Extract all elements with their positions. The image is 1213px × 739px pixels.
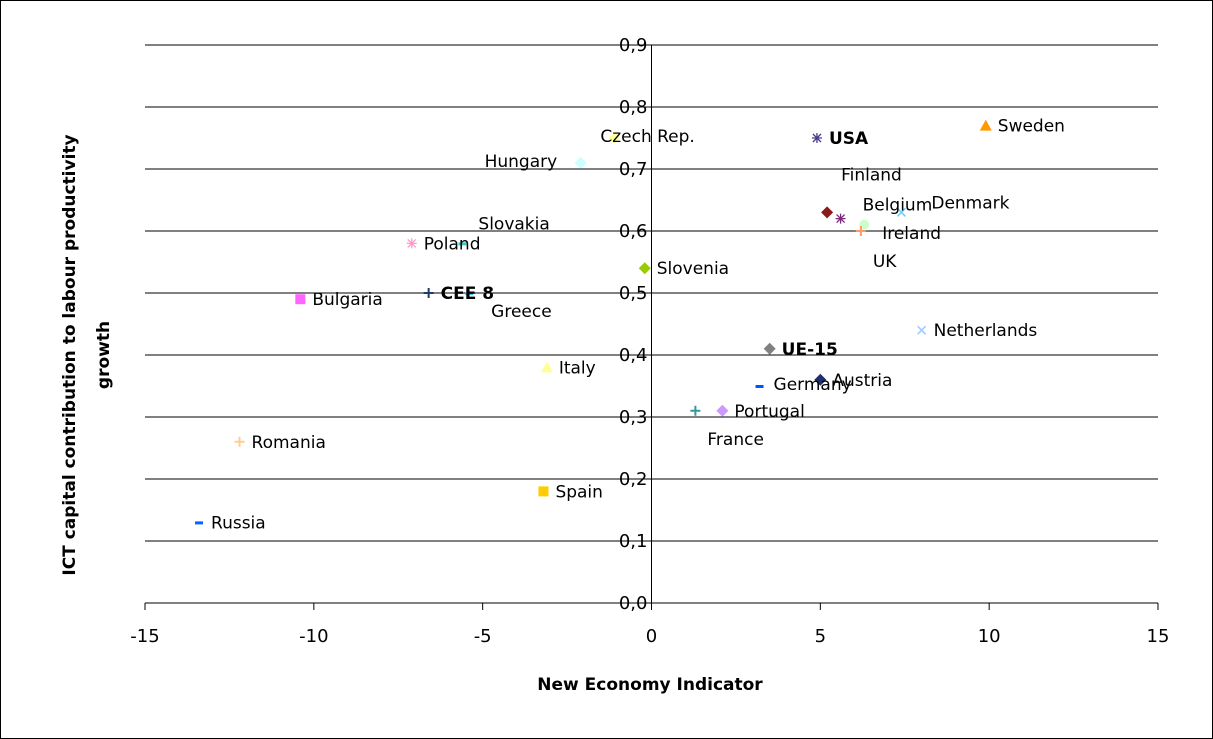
point-germany-label: Germany [774,375,852,395]
x-tick-label: -15 [130,626,159,647]
point-romania-marker [234,436,245,447]
point-czech-rep-label: Czech Rep. [600,127,694,147]
point-denmark-label: Denmark [931,193,1009,213]
point-hungary-marker [574,156,587,169]
x-tick-label: -10 [299,626,328,647]
y-tick-labels: 0,0 0,1 0,2 0,3 0,4 0,5 0,6 0,7 0,8 0,9 [619,35,652,614]
point-poland-label: Poland [424,234,481,254]
point-bulgaria-marker [295,294,306,305]
point-greece-label: Greece [491,302,552,322]
point-italy-label: Italy [559,358,596,378]
point-bulgaria-label: Bulgaria [312,290,383,310]
x-axis-title: New Economy Indicator [537,675,763,695]
y-axis-title-line-2: growth [94,321,114,389]
point-italy-marker [540,361,553,373]
point-slovenia-marker [638,262,651,275]
point-france-label: France [707,430,764,450]
y-tick-label: 0,7 [619,159,648,180]
x-tick-labels: -15 -10 -5 0 5 10 15 [130,603,1169,647]
point-ue-15-marker [763,342,776,355]
y-tick-label: 0,4 [619,345,648,366]
point-sweden-label: Sweden [998,117,1065,137]
data-labels: Sweden USA Hungary Czech Rep. Finland Belgium… [211,117,1065,534]
point-uk-marker [855,226,866,236]
point-spain-label: Spain [555,482,603,502]
point-netherlands-marker [917,325,927,335]
y-tick-label: 0,1 [619,531,648,552]
y-tick-label: 0,9 [619,35,648,56]
point-cee-8-label: CEE 8 [441,284,494,304]
y-tick-label: 0,6 [619,221,648,242]
point-belgium-marker [835,213,846,224]
point-portugal-marker [716,404,729,417]
point-usa-marker [811,133,822,143]
point-austria-label: Austria [832,371,892,391]
point-slovakia-label: Slovakia [478,214,549,234]
x-tick-label: -5 [474,626,492,647]
data-points [195,119,992,525]
point-cee-8-marker [423,288,434,298]
point-ue-15-label: UE-15 [782,340,838,360]
y-tick-label: 0,3 [619,407,648,428]
y-tick-label: 0,0 [619,593,648,614]
y-tick-label: 0,8 [619,97,648,118]
y-axis-title: ICT capital contribution to labour produ… [60,134,114,575]
point-france-marker [690,405,701,416]
point-netherlands-label: Netherlands [934,321,1038,341]
y-tick-label: 0,5 [619,283,648,304]
point-austria-marker [814,373,827,386]
x-tick-label: 5 [815,626,826,647]
x-tick-label: 0 [646,626,657,647]
x-tick-label: 10 [978,626,1001,647]
x-tick-label: 15 [1147,626,1170,647]
point-germany-marker [755,385,764,388]
point-romania-label: Romania [252,433,326,453]
point-portugal-label: Portugal [734,402,804,422]
point-czech-rep-marker [608,132,621,144]
point-denmark-marker [896,207,906,217]
point-russia-label: Russia [211,513,266,533]
point-sweden-marker [979,119,992,131]
point-finland-label: Finland [841,165,902,185]
y-tick-label: 0,2 [619,469,648,490]
point-ireland-label: Ireland [882,224,941,244]
point-russia-marker [195,521,204,525]
point-slovenia-label: Slovenia [657,259,729,279]
y-axis-title-line-1: ICT capital contribution to labour produ… [60,134,80,575]
point-finland-marker [821,206,834,219]
point-uk-label: UK [873,252,897,272]
point-greece-marker [465,292,474,295]
point-spain-marker [538,486,549,497]
point-poland-marker [406,238,417,249]
point-belgium-label: Belgium [863,196,933,216]
point-usa-label: USA [829,129,869,149]
point-hungary-label: Hungary [485,152,558,172]
point-slovakia-marker [458,242,467,246]
